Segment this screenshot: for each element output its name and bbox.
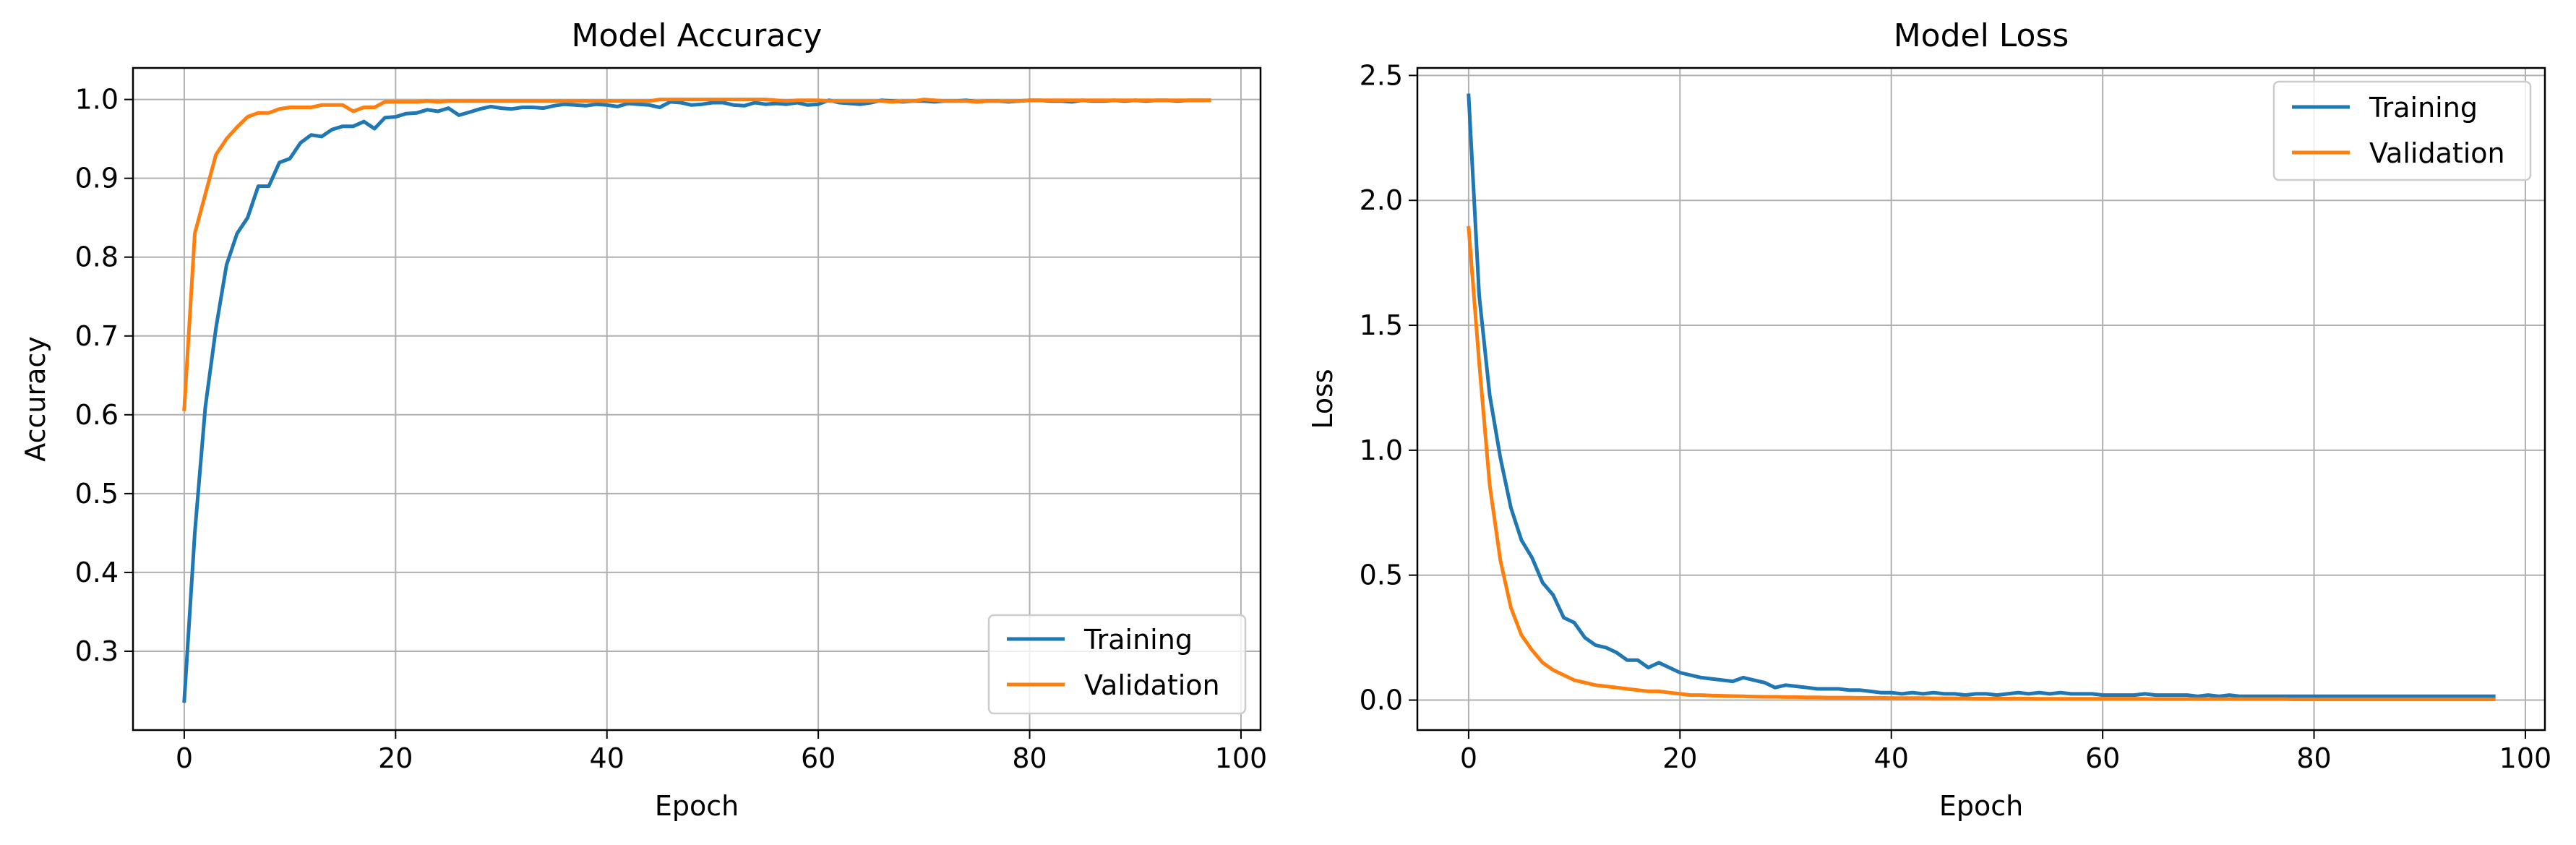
loss-legend-label-validation: Validation — [2369, 137, 2505, 169]
loss-chart-panel: Model Loss 0 20 40 60 80 100 0.0 0.5 1.0 1.5 2.0 2.… — [1307, 17, 2551, 822]
accuracy-x-tick-label: 40 — [590, 742, 624, 774]
accuracy-x-tick-label: 100 — [1215, 742, 1268, 774]
accuracy-y-tick-label: 0.4 — [75, 557, 119, 588]
loss-ticks: 0 20 40 60 80 100 0.0 0.5 1.0 1.5 2.0 2.5 — [1360, 59, 2552, 774]
loss-x-tick-label: 100 — [2499, 742, 2552, 774]
loss-x-axis-label: Epoch — [1939, 790, 2023, 822]
accuracy-y-axis-label: Accuracy — [20, 336, 51, 462]
accuracy-series-layer — [182, 98, 1211, 703]
loss-legend: Training Validation — [2272, 80, 2532, 181]
loss-y-tick-label: 1.5 — [1360, 309, 1403, 341]
accuracy-y-tick-label: 0.7 — [75, 320, 119, 352]
loss-y-tick-label: 2.5 — [1360, 59, 1403, 91]
accuracy-y-tick-label: 0.6 — [75, 399, 119, 431]
loss-x-tick-label: 20 — [1662, 742, 1697, 774]
loss-series-layer — [1467, 93, 2496, 701]
loss-y-axis-label: Loss — [1307, 369, 1339, 429]
loss-y-tick-label: 0.0 — [1360, 685, 1403, 716]
accuracy-ticks: 0 20 40 60 80 100 0.3 0.4 0.5 0.6 0.7 0.8 0.9 1.0 — [75, 84, 1268, 774]
loss-plot-frame — [1416, 67, 2546, 732]
loss-x-tick-label: 80 — [2296, 742, 2331, 774]
accuracy-y-tick-label: 0.3 — [75, 635, 119, 667]
accuracy-x-tick-label: 20 — [378, 742, 413, 774]
loss-x-tick-label: 40 — [1874, 742, 1909, 774]
loss-y-tick-label: 1.0 — [1360, 434, 1403, 466]
loss-line-training — [1467, 93, 2496, 698]
loss-legend-label-training: Training — [2369, 92, 2478, 124]
loss-line-validation — [1467, 226, 2496, 701]
accuracy-line-validation — [182, 98, 1211, 411]
loss-x-tick-label: 0 — [1460, 742, 1477, 774]
accuracy-y-tick-label: 0.8 — [75, 241, 119, 273]
accuracy-legend-label-training: Training — [1083, 624, 1193, 656]
loss-x-tick-label: 60 — [2085, 742, 2120, 774]
accuracy-legend-label-validation: Validation — [1084, 669, 1220, 701]
accuracy-y-tick-label: 1.0 — [75, 84, 119, 116]
accuracy-chart-title: Model Accuracy — [572, 17, 823, 54]
accuracy-plot-frame — [132, 67, 1262, 732]
accuracy-y-tick-label: 0.9 — [75, 163, 119, 194]
accuracy-chart-panel: Model Accuracy 0 20 40 60 80 1000.30.40.50.60… — [20, 17, 1267, 822]
accuracy-x-tick-label: 80 — [1012, 742, 1047, 774]
accuracy-y-tick-label: 0.5 — [75, 478, 119, 510]
accuracy-line-training — [182, 98, 1211, 703]
accuracy-x-axis-label: Epoch — [655, 790, 739, 822]
loss-y-tick-label: 0.5 — [1360, 559, 1403, 591]
accuracy-legend: Training Validation — [987, 614, 1247, 715]
loss-chart-title: Model Loss — [1894, 17, 2069, 54]
loss-y-tick-label: 2.0 — [1360, 184, 1403, 216]
accuracy-x-tick-label: 60 — [801, 742, 836, 774]
accuracy-x-tick-label: 0 — [176, 742, 193, 774]
